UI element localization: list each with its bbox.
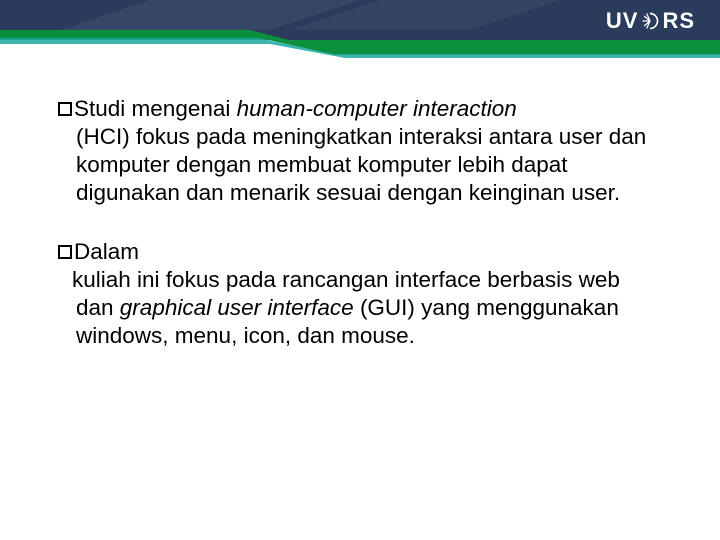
slide-content: Studi mengenai human-computer interactio… [58, 95, 662, 380]
logo-sun-icon [640, 11, 660, 31]
bullet-text: Dalam kuliah ini fokus pada rancangan in… [58, 239, 662, 351]
bullet-rest-wrap: kuliah ini fokus pada rancangan interfac… [76, 266, 662, 350]
bullet-italic: graphical user interface [120, 295, 354, 320]
bullet-italic: human-computer interaction [237, 96, 517, 121]
bullet-rest: (HCI) fokus pada meningkatkan interaksi … [76, 124, 646, 205]
bullet-rest-wrap: (HCI) fokus pada meningkatkan interaksi … [76, 123, 662, 207]
logo-suffix: RS [662, 8, 695, 34]
bullet-item: Studi mengenai human-computer interactio… [58, 95, 662, 208]
bullet-box-icon [58, 102, 72, 116]
bullet-pretext: mengenai [125, 96, 236, 121]
bullet-text: Studi mengenai human-computer interactio… [58, 96, 662, 208]
bullet-lead: Dalam [74, 239, 139, 264]
bullet-lead: Studi [74, 96, 125, 121]
logo-prefix: UV [606, 8, 639, 34]
bullet-box-icon [58, 245, 72, 259]
logo: UV RS [606, 8, 695, 34]
bullet-item: Dalam kuliah ini fokus pada rancangan in… [58, 238, 662, 351]
